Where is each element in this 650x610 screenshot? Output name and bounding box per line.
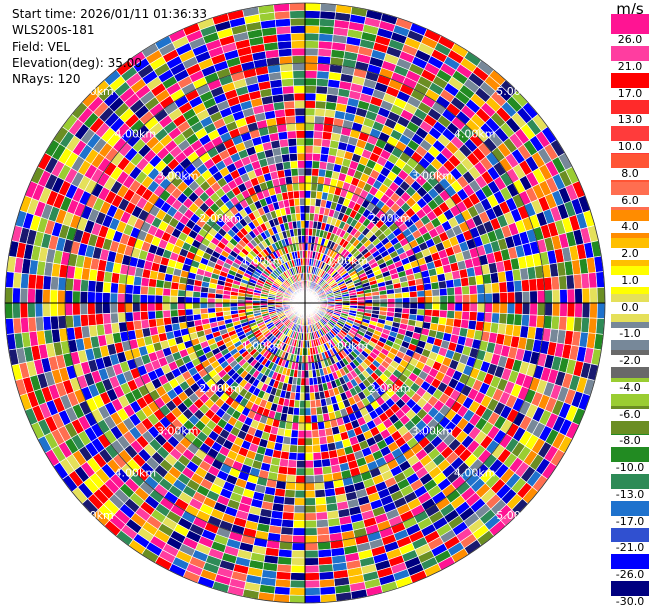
nrays-text: NRays: 120 <box>12 72 81 87</box>
colorbar-tick-label: 1.0 <box>610 274 650 287</box>
info-panel: Start time: 2026/01/11 01:36:33 WLS200s-… <box>12 6 207 87</box>
range-ring-label: 1.00km <box>242 339 284 352</box>
range-ring-label: 2.00km <box>369 382 411 395</box>
colorbar-tick-label: -30.0 <box>610 596 650 608</box>
colorbar-tick-label: 8.0 <box>610 167 650 180</box>
field-text: Field: VEL <box>12 39 71 54</box>
range-ring-label: 5.00km <box>496 509 538 522</box>
start-time-text: Start time: 2026/01/11 01:36:33 <box>12 7 207 21</box>
colorbar-tick-label: 0.0 <box>610 301 650 314</box>
ppi-radar-plot: 1.00km 1.00km 1.00km 1.00km 2.00km 2.00km 2.00… <box>4 2 606 604</box>
range-ring-label: 4.00km <box>454 127 496 140</box>
range-ring-label: 5.00km <box>72 85 114 98</box>
colorbar-tick-label: -1.0 <box>610 328 650 341</box>
colorbar-tick-label: 21.0 <box>610 60 650 73</box>
colorbar-tick-label: -4.0 <box>610 381 650 394</box>
range-ring-label: 3.00km <box>411 170 453 183</box>
site-name-text: WLS200s-181 <box>12 23 95 38</box>
colorbar-tick-label: 17.0 <box>610 87 650 100</box>
range-ring-label: 4.00km <box>115 467 157 480</box>
range-ring-label: 1.00km <box>327 255 369 268</box>
ppi-plot-area: 1.00km 1.00km 1.00km 1.00km 2.00km 2.00km 2.00… <box>4 2 606 604</box>
colorbar-tick-label: -13.0 <box>610 488 650 501</box>
radar-gates <box>4 2 606 604</box>
range-ring-label: 4.00km <box>454 467 496 480</box>
range-ring-label: 3.00km <box>411 424 453 437</box>
range-ring-label: 3.00km <box>157 424 199 437</box>
colorbar-tick-label: 10.0 <box>610 141 650 154</box>
crosshair-axes <box>5 3 605 603</box>
colorbar-tick-label: 26.0 <box>610 34 650 46</box>
range-ring-label: 1.00km <box>327 339 369 352</box>
range-ring-label: 2.00km <box>199 382 241 395</box>
colorbar-tick-label: -6.0 <box>610 408 650 421</box>
colorbar-tick-label: -8.0 <box>610 435 650 448</box>
range-ring-label: 1.00km <box>242 255 284 268</box>
colorbar-tick-label: -17.0 <box>610 515 650 528</box>
range-ring-label: 2.00km <box>369 212 411 225</box>
range-ring-label: 2.00km <box>199 212 241 225</box>
colorbar-tick-label: -21.0 <box>610 542 650 555</box>
colorbar-tick-label: -26.0 <box>610 569 650 582</box>
colorbar-tick-label: 6.0 <box>610 194 650 207</box>
range-ring-label: 5.00km <box>496 85 538 98</box>
colorbar-unit-label: m/s <box>616 0 644 18</box>
range-ring-label: 5.00km <box>72 509 114 522</box>
colorbar-tick-label: -2.0 <box>610 355 650 368</box>
colorbar-tick-label: 13.0 <box>610 114 650 127</box>
range-ring-label: 3.00km <box>157 170 199 183</box>
colorbar-tick-label: 2.0 <box>610 248 650 261</box>
elevation-text: Elevation(deg): 35.00 <box>12 55 142 70</box>
colorbar-tick-label: 4.0 <box>610 221 650 234</box>
colorbar-tick-label: -10.0 <box>610 462 650 475</box>
velocity-colorbar: m/s 26.0 21.0 17.0 13.0 10.0 8.0 6.0 4.0 2.0 1.0 0… <box>610 0 650 610</box>
range-ring-label: 4.00km <box>115 127 157 140</box>
